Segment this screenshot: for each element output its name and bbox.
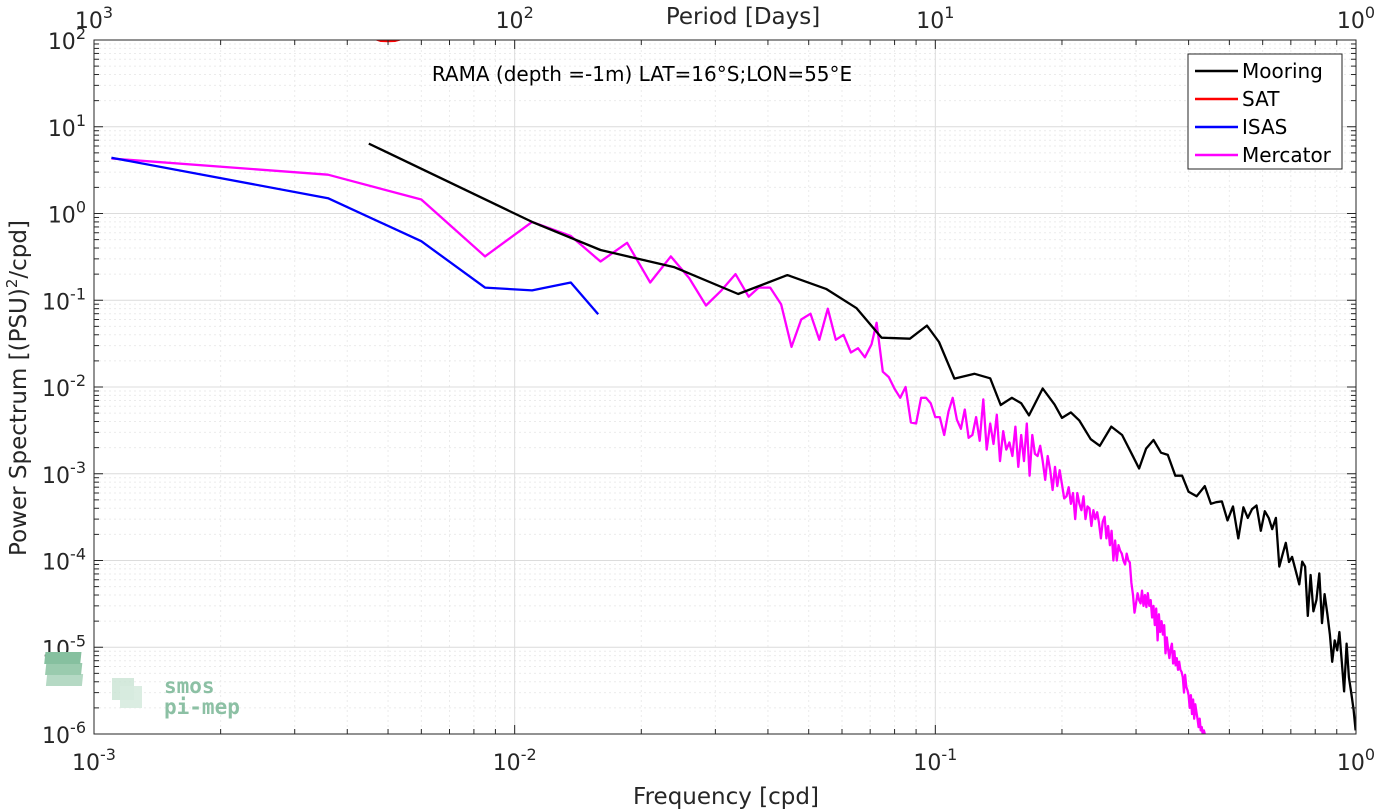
top-axis-label: Period [Days] — [666, 4, 820, 30]
legend-box — [1187, 53, 1343, 170]
y-tick-label: 101 — [48, 111, 86, 142]
legend: Mooring SAT ISAS Mercator — [1187, 53, 1343, 170]
series-line-mooring — [368, 142, 1356, 731]
legend-label-mercator: Mercator — [1242, 143, 1332, 167]
top-tick-label: 101 — [916, 3, 954, 34]
legend-label-mooring: Mooring — [1242, 59, 1323, 83]
logo-layers-icon — [44, 652, 142, 708]
y-axis-label: Power Spectrum [(PSU)2/cpd] — [3, 220, 32, 556]
legend-items: Mooring SAT ISAS Mercator — [1195, 59, 1332, 167]
logo-text-line1: smos — [164, 674, 215, 698]
smos-pi-mep-logo: smos pi-mep — [44, 652, 240, 719]
chart-title: RAMA (depth =-1m) LAT=16°S;LON=55°E — [432, 62, 852, 86]
top-tick-label: 103 — [75, 3, 113, 34]
series-line-mercator — [111, 157, 1206, 734]
minor-gridlines — [94, 40, 1356, 734]
y-tick-label: 100 — [48, 198, 86, 229]
y-tick-label: 10-6 — [42, 718, 86, 749]
x-axis-label: Frequency [cpd] — [633, 784, 819, 809]
axis-ticks — [93, 39, 1357, 735]
top-tick-label: 102 — [496, 3, 534, 34]
x-tick-label: 10-2 — [493, 745, 537, 776]
x-tick-label: 10-1 — [913, 745, 957, 776]
x-tick-label: 10-3 — [72, 745, 116, 776]
y-axis-label-main: Power Spectrum [(PSU) — [6, 288, 32, 556]
y-tick-label: 10-1 — [42, 284, 86, 315]
top-tick-label: 100 — [1337, 3, 1375, 34]
y-axis-label-tail: /cpd] — [6, 220, 32, 279]
y-tick-label: 102 — [48, 24, 86, 55]
y-tick-label: 10-3 — [42, 458, 86, 489]
legend-label-sat: SAT — [1242, 87, 1280, 111]
logo-text-line2: pi-mep — [164, 695, 240, 719]
y-tick-label: 10-4 — [42, 545, 86, 576]
series-line-isas — [111, 156, 600, 315]
series-layer — [111, 40, 1356, 734]
y-tick-label: 10-2 — [42, 371, 86, 402]
y-axis-label-sup: 2 — [3, 279, 21, 289]
legend-label-isas: ISAS — [1242, 115, 1287, 139]
x-tick-label: 100 — [1337, 745, 1375, 776]
